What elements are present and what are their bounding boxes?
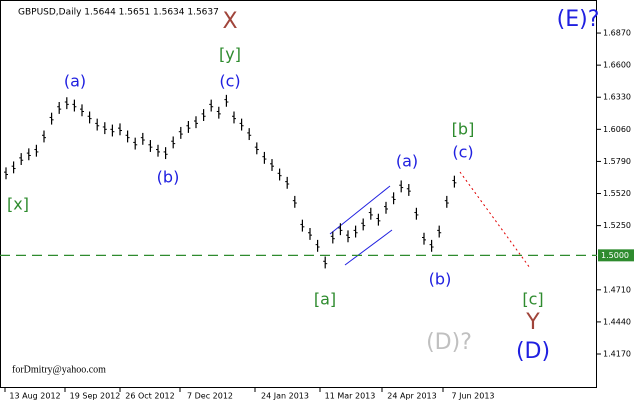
credit: forDmitry@yahoo.com bbox=[12, 364, 106, 375]
level-label-bg bbox=[598, 249, 634, 262]
x-tick-label: 11 Mar 2013 bbox=[325, 392, 376, 401]
x-tick-label: 24 Jan 2013 bbox=[261, 392, 309, 401]
y-tick-label: 1.6330 bbox=[603, 93, 631, 102]
x-tick-label: 24 Apr 2013 bbox=[387, 392, 436, 401]
wave-label: (c) bbox=[219, 72, 240, 91]
wave-label: (b) bbox=[157, 168, 180, 187]
y-tick-label: 1.6060 bbox=[603, 125, 631, 134]
wave-label: [c] bbox=[522, 290, 543, 309]
wave-label: (b) bbox=[429, 270, 452, 289]
plot-frame bbox=[0, 0, 597, 388]
wave-label: (a) bbox=[64, 72, 86, 91]
wave-label: (D)? bbox=[426, 330, 472, 355]
y-tick-label: 1.4170 bbox=[603, 350, 631, 359]
wave-label: [y] bbox=[219, 45, 241, 64]
y-tick-label: 1.5520 bbox=[603, 189, 631, 198]
wave-label: [x] bbox=[7, 195, 29, 214]
x-tick-label: 26 Oct 2012 bbox=[125, 392, 174, 401]
level-label: 1.5000 bbox=[601, 251, 629, 260]
wave-label: (E)? bbox=[557, 7, 600, 32]
wave-label: [b] bbox=[452, 120, 475, 139]
x-tick-label: 7 Jun 2013 bbox=[451, 392, 494, 401]
wave-label: [a] bbox=[314, 290, 336, 309]
channel-line bbox=[344, 229, 393, 266]
y-tick-label: 1.5250 bbox=[603, 221, 631, 230]
y-tick-label: 1.6870 bbox=[603, 29, 631, 38]
wave-label: (a) bbox=[396, 152, 418, 171]
wave-label: X bbox=[222, 9, 237, 34]
x-tick-label: 13 Aug 2012 bbox=[9, 392, 60, 401]
x-tick-label: 19 Sep 2012 bbox=[70, 392, 121, 401]
x-tick-label: 7 Dec 2012 bbox=[187, 392, 233, 401]
wave-label: (D) bbox=[516, 339, 550, 364]
y-tick-label: 1.4440 bbox=[603, 317, 631, 326]
y-tick-label: 1.6600 bbox=[603, 61, 631, 70]
wave-label: Y bbox=[525, 310, 540, 335]
y-tick-label: 1.4710 bbox=[603, 285, 631, 294]
chart-title: GBPUSD,Daily 1.5644 1.5651 1.5634 1.5637 bbox=[18, 8, 219, 18]
y-tick-label: 1.5790 bbox=[603, 157, 631, 166]
wave-label: (c) bbox=[452, 143, 473, 162]
